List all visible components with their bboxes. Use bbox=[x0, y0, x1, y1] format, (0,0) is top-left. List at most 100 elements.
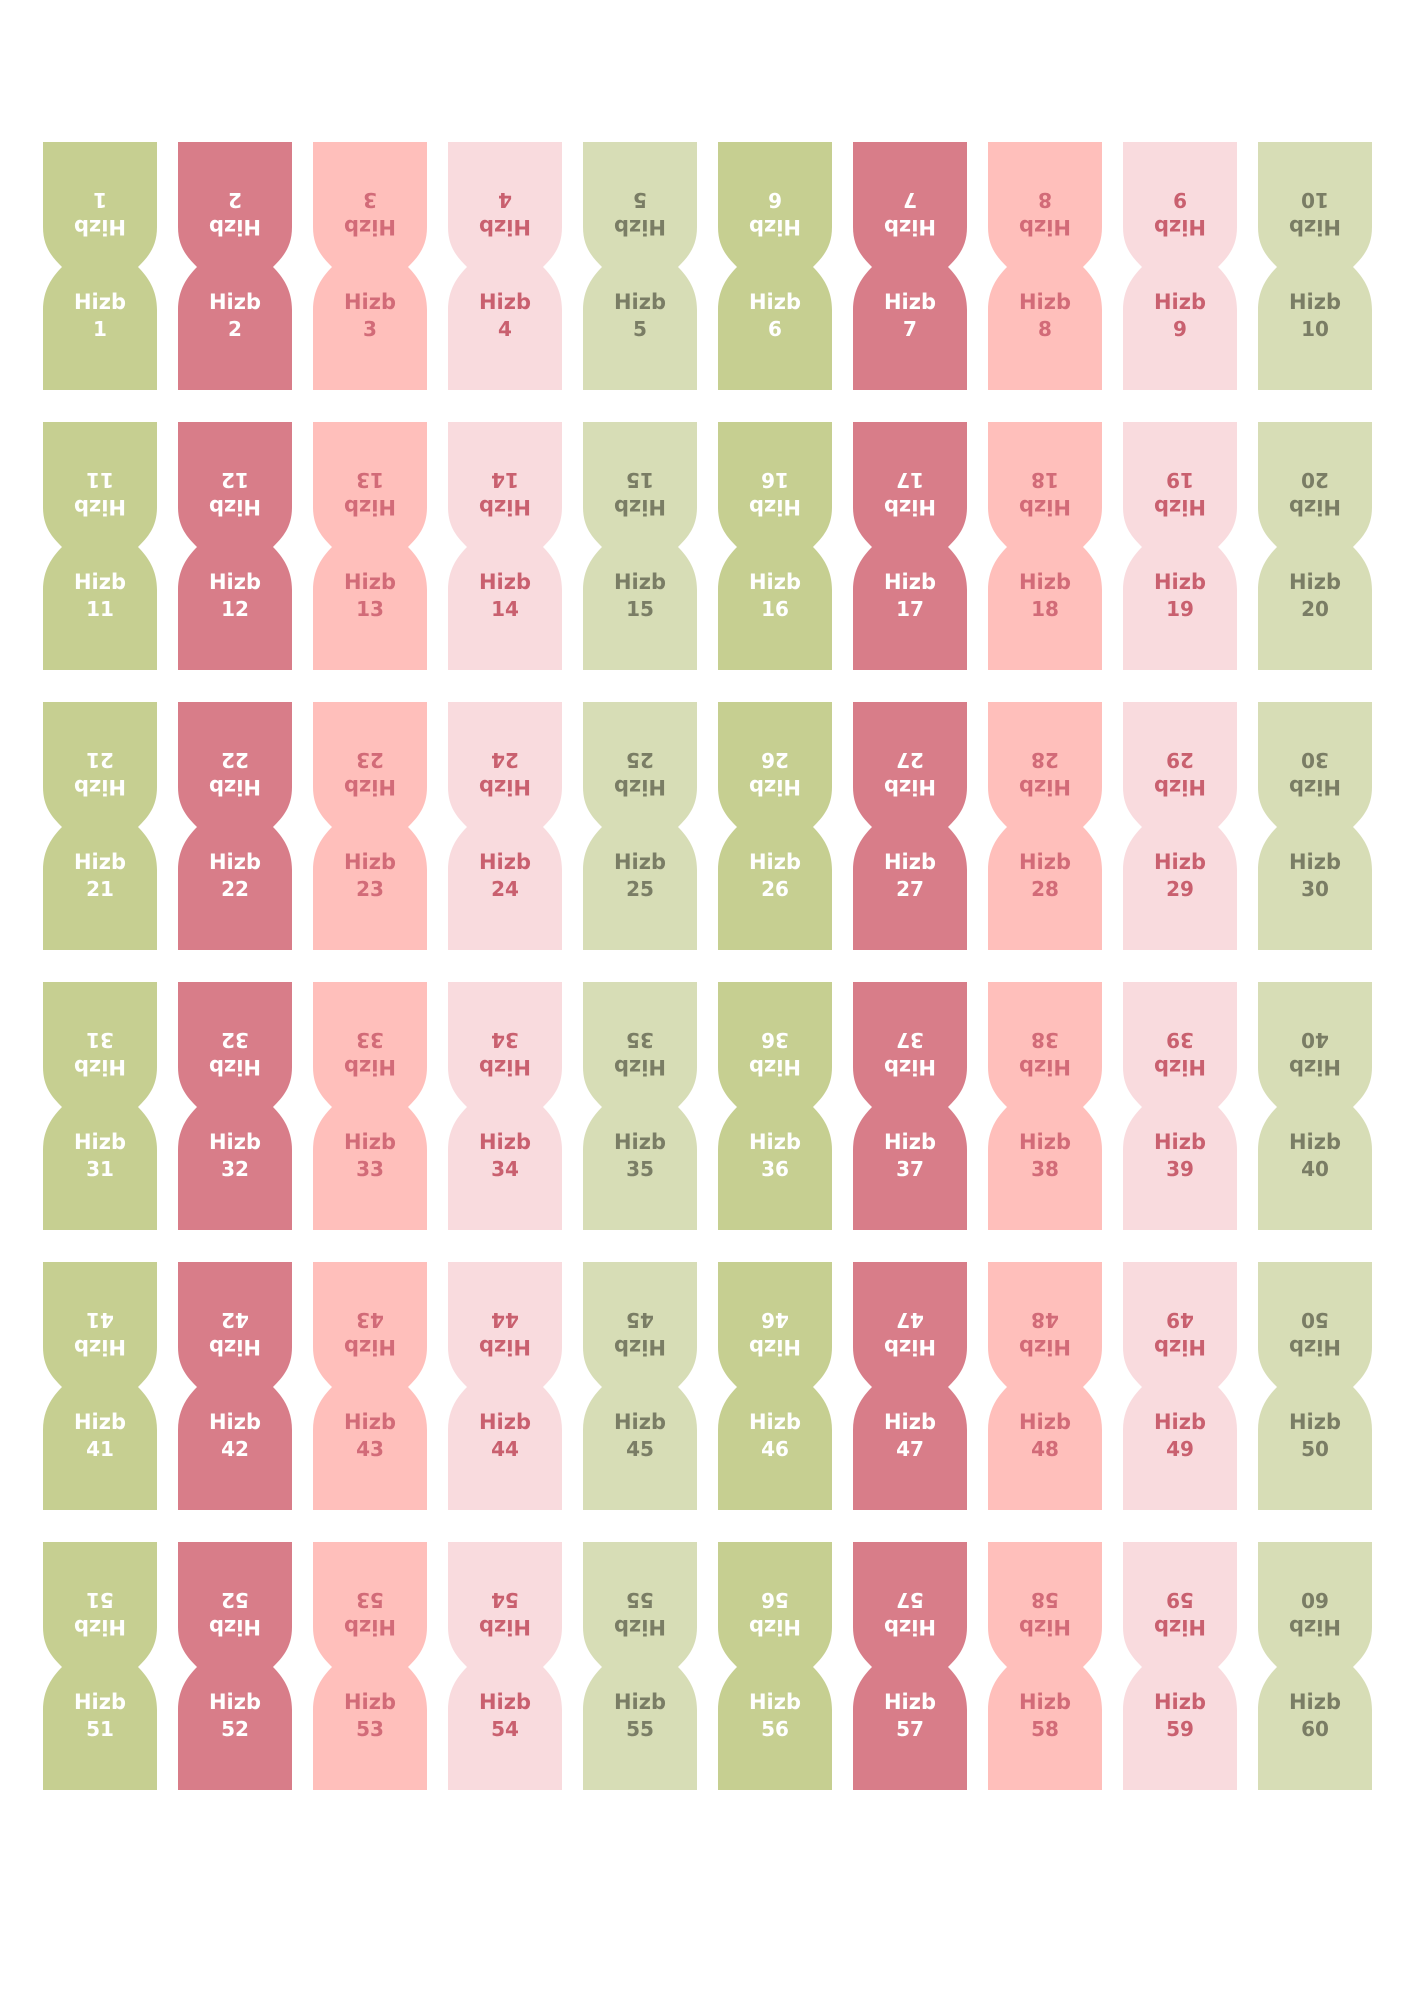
tag-lower-text: Hizb 48 bbox=[988, 1409, 1102, 1463]
tag-label: Hizb bbox=[1018, 570, 1072, 594]
tag-number: 44 bbox=[491, 1308, 519, 1332]
tag-label: Hizb bbox=[1153, 1130, 1207, 1154]
tag-upper-text: Hizb 22 bbox=[178, 746, 292, 800]
tag-label: Hizb bbox=[343, 1410, 397, 1434]
tag-number: 36 bbox=[761, 1028, 789, 1052]
tag-label: Hizb bbox=[883, 1615, 937, 1639]
tag-upper-text: Hizb 45 bbox=[583, 1306, 697, 1360]
hizb-tag: Hizb 39 Hizb 39 bbox=[1123, 982, 1237, 1230]
tag-number: 33 bbox=[356, 1157, 384, 1181]
tag-label: Hizb bbox=[1153, 290, 1207, 314]
tag-number: 24 bbox=[491, 877, 519, 901]
tag-upper-text: Hizb 29 bbox=[1123, 746, 1237, 800]
hizb-tag: Hizb 32 Hizb 32 bbox=[178, 982, 292, 1230]
tag-label: Hizb bbox=[1153, 1615, 1207, 1639]
tag-number: 55 bbox=[626, 1717, 654, 1741]
tag-shape bbox=[988, 702, 1102, 950]
tag-upper-text: Hizb 23 bbox=[313, 746, 427, 800]
tag-lower-text: Hizb 27 bbox=[853, 849, 967, 903]
tag-upper-text: Hizb 31 bbox=[43, 1026, 157, 1080]
tag-number: 24 bbox=[491, 748, 519, 772]
tag-number: 3 bbox=[363, 317, 377, 341]
tag-number: 58 bbox=[1031, 1588, 1059, 1612]
tag-lower-text: Hizb 25 bbox=[583, 849, 697, 903]
tag-label: Hizb bbox=[73, 495, 127, 519]
tag-lower-text: Hizb 58 bbox=[988, 1689, 1102, 1743]
tag-shape bbox=[853, 982, 967, 1230]
tag-label: Hizb bbox=[478, 1335, 532, 1359]
tag-shape bbox=[43, 142, 157, 390]
tag-upper-text: Hizb 46 bbox=[718, 1306, 832, 1360]
tag-number: 54 bbox=[491, 1588, 519, 1612]
tag-upper-text: Hizb 28 bbox=[988, 746, 1102, 800]
tag-shape bbox=[1258, 982, 1372, 1230]
tag-shape bbox=[853, 142, 967, 390]
tag-label: Hizb bbox=[478, 570, 532, 594]
tag-shape bbox=[718, 702, 832, 950]
tag-number: 23 bbox=[356, 748, 384, 772]
hizb-tag: Hizb 27 Hizb 27 bbox=[853, 702, 967, 950]
tag-lower-text: Hizb 46 bbox=[718, 1409, 832, 1463]
hizb-tag: Hizb 45 Hizb 45 bbox=[583, 1262, 697, 1510]
tag-number: 19 bbox=[1166, 468, 1194, 492]
tag-label: Hizb bbox=[613, 1055, 667, 1079]
tag-label: Hizb bbox=[73, 850, 127, 874]
tag-number: 14 bbox=[491, 468, 519, 492]
tag-number: 46 bbox=[761, 1308, 789, 1332]
hizb-tag: Hizb 59 Hizb 59 bbox=[1123, 1542, 1237, 1790]
tag-upper-text: Hizb 2 bbox=[178, 186, 292, 240]
tag-shape bbox=[178, 422, 292, 670]
tag-label: Hizb bbox=[343, 495, 397, 519]
tag-label: Hizb bbox=[613, 215, 667, 239]
tag-number: 9 bbox=[1173, 317, 1187, 341]
tag-upper-text: Hizb 30 bbox=[1258, 746, 1372, 800]
tag-upper-text: Hizb 27 bbox=[853, 746, 967, 800]
tag-number: 7 bbox=[903, 317, 917, 341]
tag-lower-text: Hizb 42 bbox=[178, 1409, 292, 1463]
tag-lower-text: Hizb 57 bbox=[853, 1689, 967, 1743]
hizb-tag: Hizb 41 Hizb 41 bbox=[43, 1262, 157, 1510]
tag-upper-text: Hizb 51 bbox=[43, 1586, 157, 1640]
tag-label: Hizb bbox=[748, 215, 802, 239]
tag-number: 8 bbox=[1038, 317, 1052, 341]
tag-lower-text: Hizb 37 bbox=[853, 1129, 967, 1183]
hizb-tag: Hizb 24 Hizb 24 bbox=[448, 702, 562, 950]
tag-label: Hizb bbox=[1018, 775, 1072, 799]
tag-upper-text: Hizb 49 bbox=[1123, 1306, 1237, 1360]
tag-label: Hizb bbox=[208, 570, 262, 594]
tag-shape bbox=[43, 982, 157, 1230]
tag-label: Hizb bbox=[748, 1130, 802, 1154]
tag-shape bbox=[448, 982, 562, 1230]
hizb-tag: Hizb 7 Hizb 7 bbox=[853, 142, 967, 390]
tag-lower-text: Hizb 17 bbox=[853, 569, 967, 623]
tag-upper-text: Hizb 55 bbox=[583, 1586, 697, 1640]
tag-lower-text: Hizb 50 bbox=[1258, 1409, 1372, 1463]
tag-shape bbox=[1258, 1542, 1372, 1790]
tag-label: Hizb bbox=[478, 775, 532, 799]
tag-shape bbox=[178, 1262, 292, 1510]
tag-shape bbox=[1258, 142, 1372, 390]
tag-lower-text: Hizb 21 bbox=[43, 849, 157, 903]
tag-label: Hizb bbox=[883, 1130, 937, 1154]
tag-upper-text: Hizb 36 bbox=[718, 1026, 832, 1080]
tag-lower-text: Hizb 19 bbox=[1123, 569, 1237, 623]
tag-shape bbox=[583, 1262, 697, 1510]
tag-number: 2 bbox=[228, 188, 242, 212]
tag-number: 55 bbox=[626, 1588, 654, 1612]
tag-lower-text: Hizb 36 bbox=[718, 1129, 832, 1183]
tag-label: Hizb bbox=[73, 1690, 127, 1714]
tag-number: 38 bbox=[1031, 1028, 1059, 1052]
tag-upper-text: Hizb 19 bbox=[1123, 466, 1237, 520]
tag-label: Hizb bbox=[613, 570, 667, 594]
tag-upper-text: Hizb 17 bbox=[853, 466, 967, 520]
tag-label: Hizb bbox=[73, 1055, 127, 1079]
hizb-tag: Hizb 38 Hizb 38 bbox=[988, 982, 1102, 1230]
tag-label: Hizb bbox=[613, 290, 667, 314]
tag-shape bbox=[583, 982, 697, 1230]
tag-upper-text: Hizb 48 bbox=[988, 1306, 1102, 1360]
tag-lower-text: Hizb 51 bbox=[43, 1689, 157, 1743]
tag-shape bbox=[853, 1262, 967, 1510]
tag-number: 50 bbox=[1301, 1308, 1329, 1332]
tag-label: Hizb bbox=[343, 850, 397, 874]
tag-lower-text: Hizb 47 bbox=[853, 1409, 967, 1463]
